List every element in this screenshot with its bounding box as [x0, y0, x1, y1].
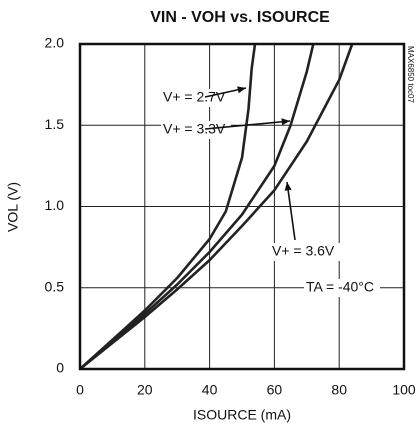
arrow	[204, 120, 291, 130]
label-bg	[161, 89, 231, 107]
y-tick-label: 1.0	[45, 197, 65, 213]
x-tick-label: 60	[267, 382, 283, 398]
x-tick-label: 20	[137, 382, 153, 398]
series-label: V+ = 3.3V	[163, 121, 226, 137]
label-bg	[270, 243, 340, 261]
y-tick-label: 2.0	[45, 35, 65, 51]
series-label: V+ = 3.6V	[272, 243, 335, 259]
x-tick-label: 80	[331, 382, 347, 398]
line-series	[79, 43, 257, 370]
x-tick-label: 0	[76, 382, 84, 398]
x-tick-label: 100	[392, 382, 416, 398]
line-series	[79, 43, 354, 371]
arrow-head	[284, 182, 292, 191]
arrow-head	[281, 118, 290, 126]
label-bg	[304, 279, 380, 297]
y-tick-label: 0	[56, 360, 64, 376]
chart-title: VIN - VOH vs. ISOURCE	[150, 9, 330, 26]
series-label: V+ = 2.7V	[163, 89, 226, 105]
y-tick-label: 1.5	[45, 116, 65, 132]
x-tick-label: 40	[202, 382, 218, 398]
line-series	[79, 43, 315, 370]
x-axis-label: ISOURCE (mA)	[193, 407, 291, 423]
y-axis-label: VOL (V)	[5, 182, 21, 232]
label-bg	[161, 121, 231, 139]
arrow-head	[237, 86, 246, 94]
y-tick-label: 0.5	[45, 278, 65, 294]
arrow	[286, 181, 296, 241]
annotation: TA = -40°C	[306, 279, 374, 295]
side-note: MAX6850 toc07	[406, 46, 415, 103]
plot-frame	[78, 42, 406, 371]
